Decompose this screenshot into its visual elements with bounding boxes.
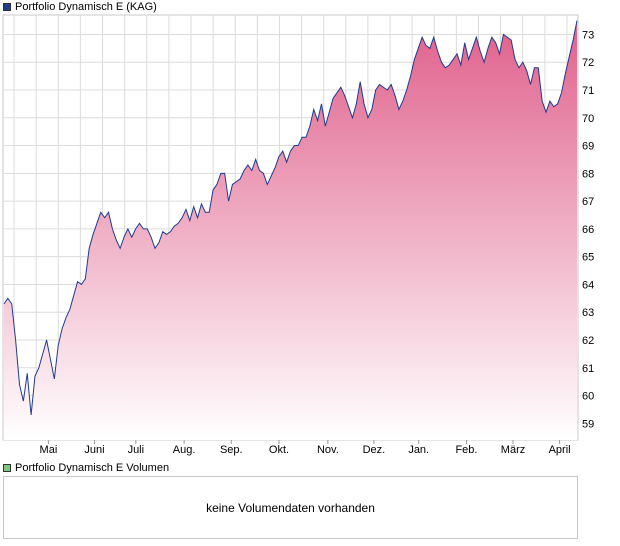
volume-panel: keine Volumendaten vorhanden bbox=[3, 476, 578, 539]
x-tick-label: Feb. bbox=[455, 444, 477, 456]
y-tick-label: 64 bbox=[582, 279, 594, 291]
x-tick-label: Okt. bbox=[269, 444, 289, 456]
price-line bbox=[3, 20, 578, 416]
y-tick-label: 73 bbox=[582, 29, 594, 41]
x-tick-label: Nov. bbox=[317, 444, 339, 456]
price-chart: 59 60 61 62 63 64 65 66 67 68 69 70 71 72 73 Mai Juni Jul… bbox=[2, 14, 594, 456]
x-tick-label: März bbox=[501, 444, 525, 456]
y-tick-label: 67 bbox=[582, 196, 594, 208]
x-tick-label: Dez. bbox=[363, 444, 386, 456]
volume-legend-swatch bbox=[3, 464, 11, 472]
price-legend-swatch bbox=[3, 3, 11, 11]
price-area bbox=[4, 20, 577, 441]
y-tick-label: 60 bbox=[582, 391, 594, 403]
y-tick-label: 69 bbox=[582, 141, 594, 153]
x-tick-label: Juli bbox=[128, 444, 145, 456]
y-tick-label: 61 bbox=[582, 363, 594, 375]
y-tick-label: 63 bbox=[582, 307, 594, 319]
x-tick-label: Jan. bbox=[408, 444, 429, 456]
volume-legend: Portfolio Dynamisch E Volumen bbox=[3, 461, 169, 475]
y-tick-label: 70 bbox=[582, 113, 594, 125]
volume-legend-label: Portfolio Dynamisch E Volumen bbox=[15, 462, 170, 474]
y-tick-label: 62 bbox=[582, 335, 594, 347]
y-tick-label: 68 bbox=[582, 168, 594, 180]
y-tick-label: 71 bbox=[582, 85, 594, 97]
x-tick-label: Juni bbox=[84, 444, 104, 456]
x-tick-label: Mai bbox=[40, 444, 58, 456]
price-legend-label: Portfolio Dynamisch E (KAG) bbox=[15, 1, 157, 13]
y-tick-label: 59 bbox=[582, 418, 594, 430]
y-tick-label: 65 bbox=[582, 252, 594, 264]
x-tick-label: Sep. bbox=[220, 444, 243, 456]
price-legend: Portfolio Dynamisch E (KAG) bbox=[3, 0, 157, 14]
x-tick-label: April bbox=[549, 444, 571, 456]
y-tick-label: 72 bbox=[582, 57, 594, 69]
no-volume-message: keine Volumendaten vorhanden bbox=[206, 501, 375, 515]
x-tick-label: Aug. bbox=[173, 444, 196, 456]
y-tick-label: 66 bbox=[582, 224, 594, 236]
